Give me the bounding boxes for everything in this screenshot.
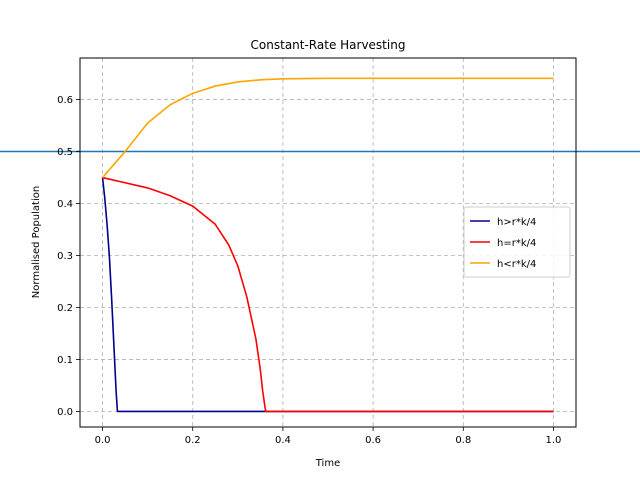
x-tick-label: 0.0 [95,435,111,446]
x-tick-label: 0.2 [185,435,201,446]
series-line-2 [102,176,554,413]
chart-title: Constant-Rate Harvesting [251,38,406,52]
x-tick-label: 0.8 [455,435,471,446]
y-tick-label: 0.4 [57,199,73,210]
legend-entry-label: h>r*k/4 [497,217,536,228]
legend-entry-label: h<r*k/4 [497,259,536,270]
legend-entry-label: h=r*k/4 [497,238,536,249]
y-tick-label: 0.6 [57,95,73,106]
legend-box [463,206,571,278]
series-line-3 [101,77,554,179]
plot-frame [79,57,577,428]
y-tick-label: 0.3 [57,251,73,262]
x-axis-label: Time [315,458,340,469]
y-tick-label: 0.5 [57,147,73,158]
x-tick-label: 0.4 [275,435,291,446]
legend: h>r*k/4 h=r*k/4 h<r*k/4 [463,206,571,278]
x-tick-label: 1.0 [546,435,562,446]
x-tick-label: 0.6 [365,435,381,446]
y-tick-label: 0.1 [57,355,73,366]
series-layer [101,77,554,413]
y-tick-label: 0.2 [57,303,73,314]
tick-layer: 0.0 0.2 0.4 0.6 0.8 1.0 0.0 0.1 0.2 0.3 0.4 0.5 0.6 [57,95,561,446]
y-axis-label: Normalised Population [31,186,42,298]
y-tick-label: 0.0 [57,407,73,418]
